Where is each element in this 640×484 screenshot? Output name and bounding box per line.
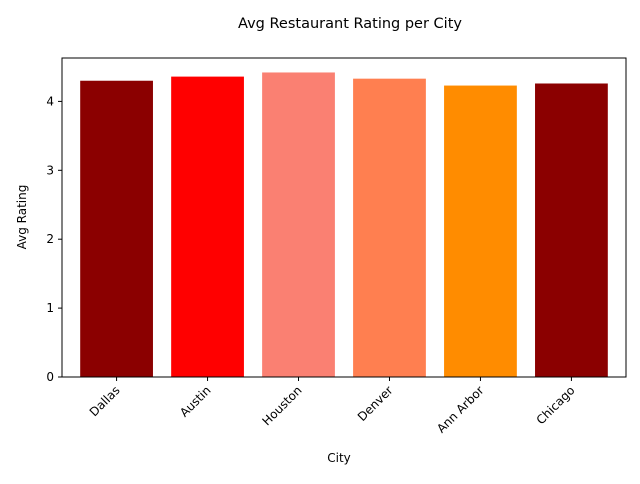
bar-dallas <box>80 80 153 377</box>
y-tick-label: 0 <box>46 370 54 384</box>
y-axis: 0 1 2 3 4 <box>46 94 62 384</box>
bar-houston <box>262 72 335 377</box>
y-tick-label: 3 <box>46 163 54 177</box>
bar-chicago <box>535 83 608 378</box>
bar-ann-arbor <box>444 85 517 378</box>
bar-austin <box>171 76 244 377</box>
y-tick-label: 2 <box>46 232 54 246</box>
bar-denver <box>353 78 426 377</box>
bars-group <box>80 72 608 378</box>
chart-title: Avg Restaurant Rating per City <box>238 16 462 32</box>
x-axis-label: City <box>327 451 351 465</box>
plot-frame <box>61 57 627 378</box>
y-tick-label: 4 <box>46 94 54 108</box>
y-axis-label: Avg Rating <box>15 185 29 250</box>
y-tick-label: 1 <box>46 301 54 315</box>
